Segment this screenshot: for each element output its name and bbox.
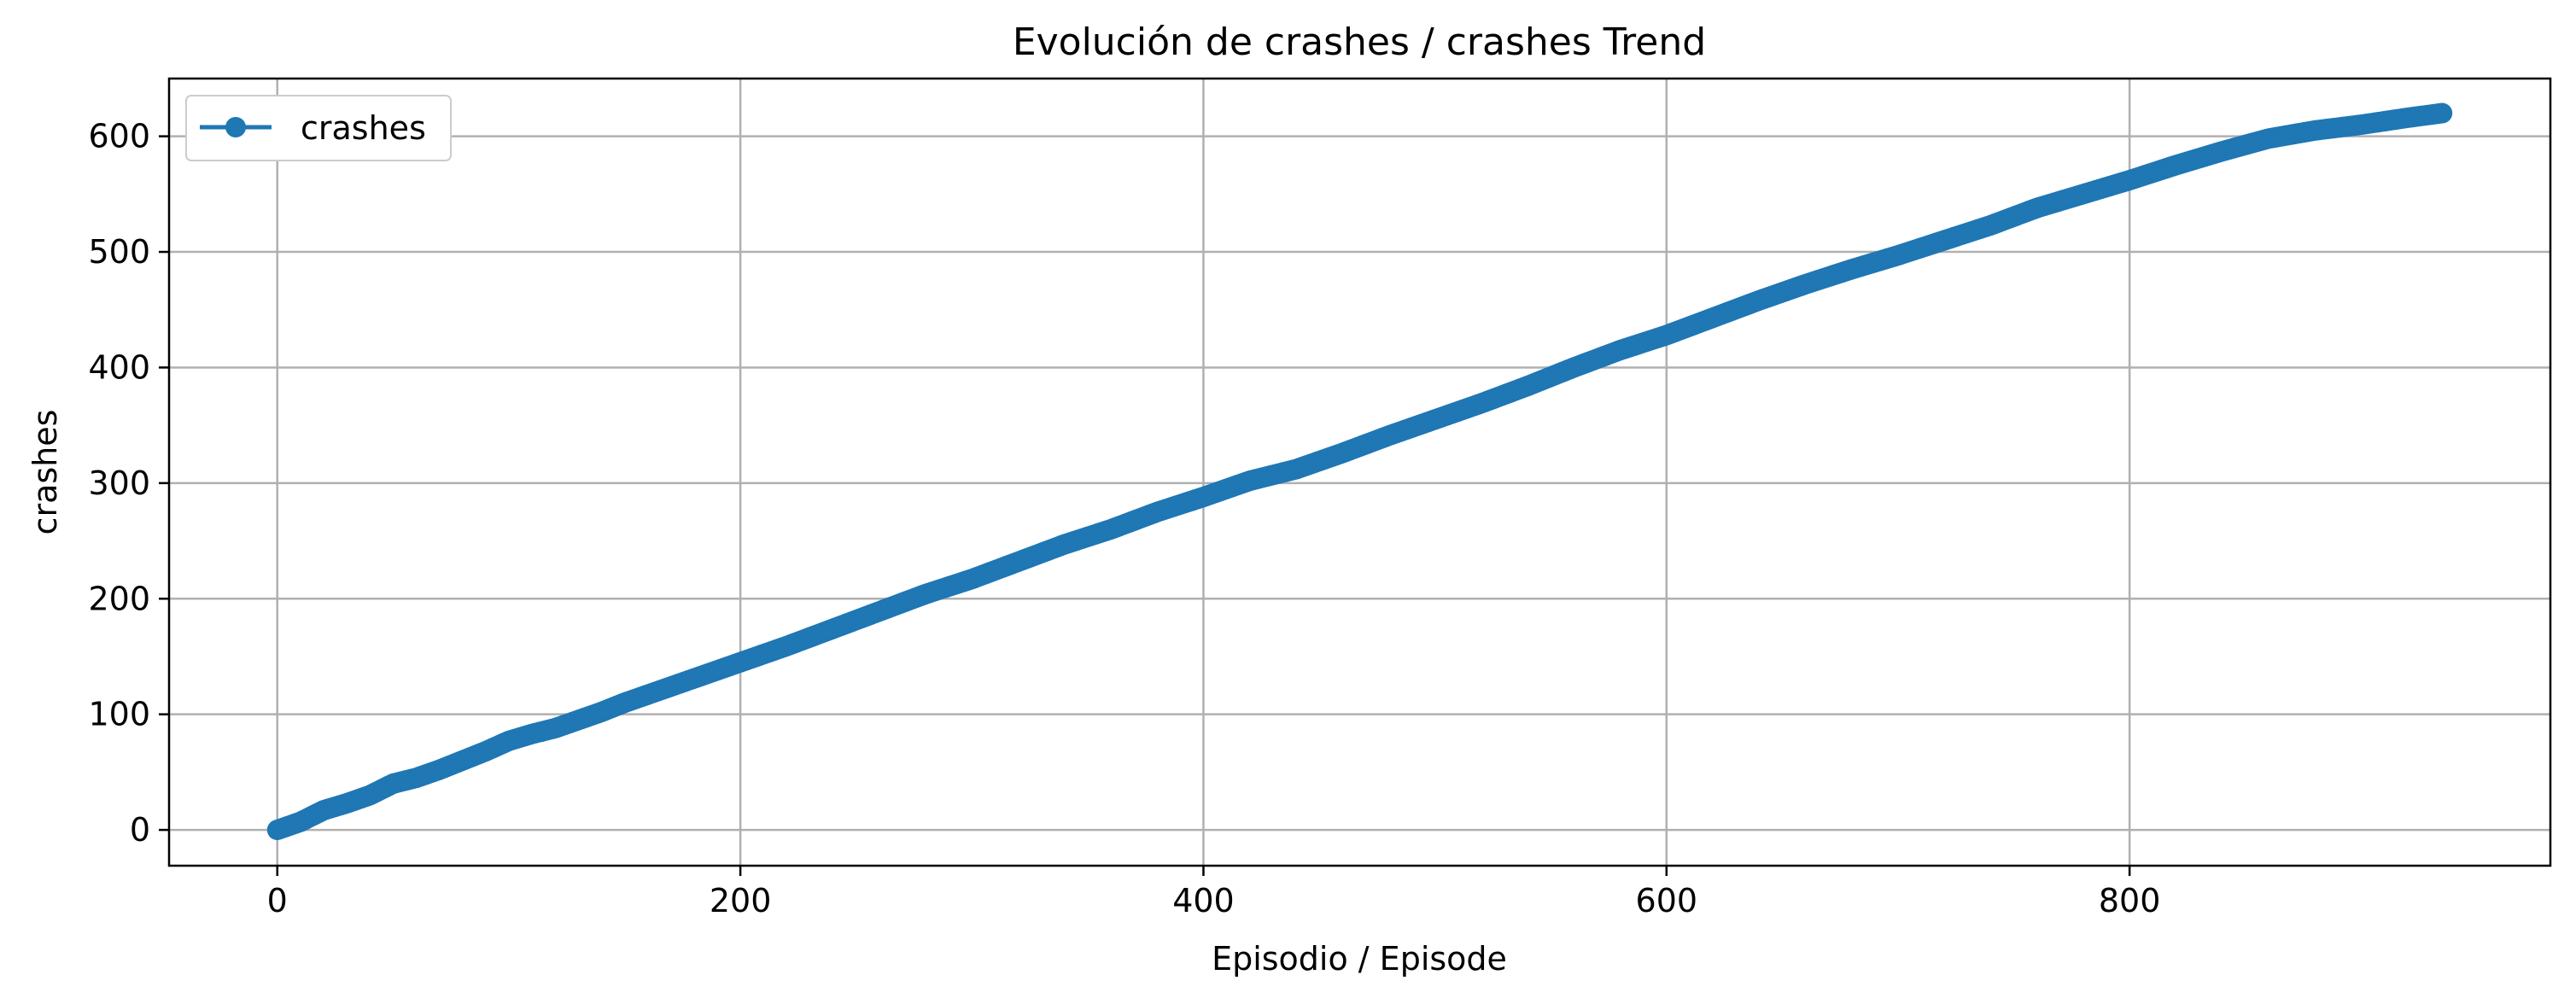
x-tick-label: 800	[2099, 882, 2161, 919]
series-layer	[266, 102, 2453, 841]
legend-box	[185, 95, 452, 161]
y-tick-label: 0	[130, 811, 150, 849]
y-tick-label: 200	[88, 580, 150, 617]
data-point	[2432, 102, 2453, 124]
legend-marker	[225, 117, 246, 137]
x-tick-label: 0	[267, 882, 288, 919]
x-tick-label: 400	[1172, 882, 1235, 919]
legend-label: crashes	[301, 109, 426, 147]
plot-frame	[167, 77, 2552, 867]
y-axis-label: crashes	[26, 410, 64, 535]
chart-title: Evolución de crashes / crashes Trend	[1013, 20, 1706, 64]
y-tick-label: 500	[88, 233, 150, 271]
y-tick-label: 400	[88, 348, 150, 386]
y-tick-label: 300	[88, 464, 150, 502]
x-tick-label: 200	[710, 882, 772, 919]
x-tick-label: 600	[1636, 882, 1698, 919]
axis-ticks: 0 200 400 600 800 0 100 200 300 400 500 600	[88, 118, 2160, 919]
y-tick-label: 100	[88, 696, 150, 733]
legend: crashes	[185, 95, 452, 161]
y-tick-label: 600	[88, 118, 150, 155]
x-axis-label: Episodio / Episode	[1212, 940, 1507, 978]
grid-lines	[169, 79, 2550, 866]
